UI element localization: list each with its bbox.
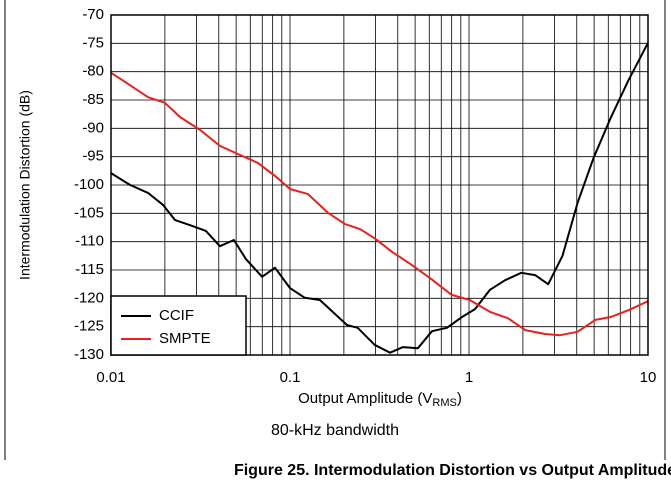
x-label-text: Output Amplitude (V: [298, 390, 432, 407]
x-tick-label: 1: [465, 369, 473, 386]
y-tick-label: -110: [75, 233, 104, 250]
y-tick-label: -75: [82, 34, 104, 51]
legend-label: SMPTE: [159, 330, 211, 347]
annotation: 80-kHz bandwidth: [271, 422, 399, 439]
caption: Figure 25. Intermodulation Distortion vs…: [234, 462, 671, 479]
x-axis-label: Output Amplitude (VRMS): [298, 390, 462, 409]
y-tick-label: -80: [82, 63, 104, 80]
y-tick-label: -115: [75, 261, 104, 278]
y-tick-label: -100: [74, 176, 104, 193]
legend: CCIF SMPTE: [110, 295, 247, 356]
series-line: [110, 71, 649, 337]
plot-lines: [110, 42, 649, 354]
y-tick-label: -70: [82, 6, 104, 23]
x-tick-label: 0.01: [96, 369, 125, 386]
y-tick-label: -120: [74, 289, 104, 306]
legend-label: CCIF: [159, 307, 194, 324]
x-tick-label: 10: [640, 369, 657, 386]
y-axis-label: Intermodulation Distortion (dB): [17, 90, 33, 280]
legend-box: [110, 295, 247, 356]
y-tick-label: -130: [74, 346, 104, 363]
y-tick-label: -95: [82, 148, 104, 165]
series-line: [110, 42, 649, 354]
x-tick-label: 0.1: [280, 369, 301, 386]
x-label-sub: RMS: [432, 397, 456, 409]
plot-frame: [110, 14, 649, 356]
y-tick-label: -90: [82, 119, 104, 136]
y-tick-label: -85: [82, 91, 104, 108]
y-tick-label: -105: [74, 204, 104, 221]
x-label-end: ): [457, 390, 462, 407]
y-tick-label: -125: [74, 318, 104, 335]
